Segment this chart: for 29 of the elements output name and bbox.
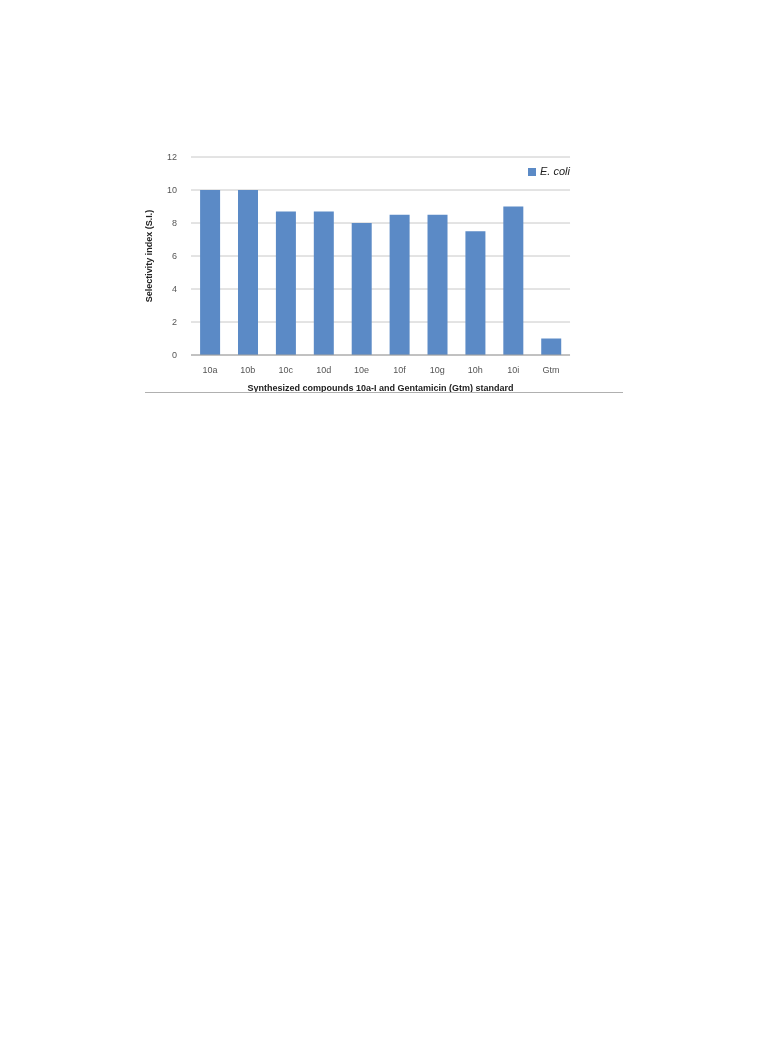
- y-tick-label: 6: [171, 251, 177, 262]
- x-tick-label: Gtm: [542, 365, 560, 376]
- x-tick-label: 10c: [278, 365, 294, 376]
- bar: [275, 211, 296, 355]
- y-tick-label: 4: [171, 284, 177, 295]
- bar: [465, 231, 486, 355]
- x-tick-label: 10d: [316, 365, 332, 376]
- y-tick-label: 8: [171, 218, 177, 229]
- x-tick-label: 10h: [467, 365, 483, 376]
- x-tick-label: 10a: [202, 365, 218, 376]
- bar: [313, 211, 334, 355]
- bar: [238, 190, 258, 355]
- y-tick-label: 12: [166, 152, 177, 163]
- bar: [427, 214, 448, 355]
- x-tick-label: 10b: [240, 365, 256, 376]
- x-tick-label: 10i: [507, 365, 520, 376]
- y-tick-label: 2: [171, 317, 177, 328]
- bar: [503, 206, 524, 355]
- bar: [389, 214, 410, 355]
- x-tick-label: 10f: [393, 365, 407, 376]
- bar: [541, 338, 562, 355]
- x-tick-label: 10g: [429, 365, 445, 376]
- y-tick-label: 0: [171, 350, 177, 361]
- x-tick-label: 10e: [354, 365, 370, 376]
- bar: [200, 190, 221, 355]
- legend-label: E. coli: [540, 165, 570, 177]
- bar: [351, 223, 372, 355]
- y-axis-title: Selectivity index (S.I.): [144, 209, 155, 303]
- y-tick-label: 10: [166, 185, 177, 196]
